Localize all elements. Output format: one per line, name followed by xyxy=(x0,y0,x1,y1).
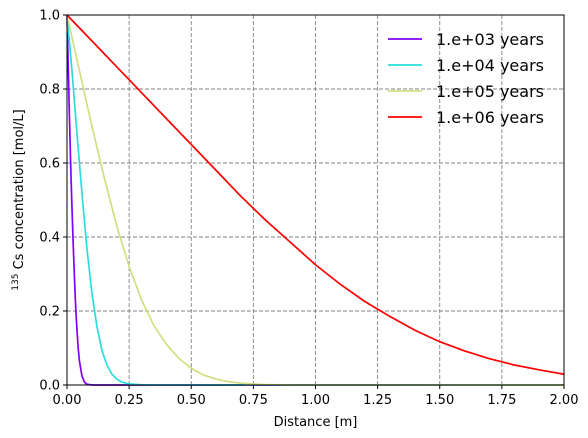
legend-label-1: 1.e+04 years xyxy=(436,56,544,75)
y-axis-label-superscript: 135 xyxy=(11,274,21,291)
y-axis-label-text: Cs concentration [mol/L] xyxy=(12,109,27,273)
x-tick-label: 2.00 xyxy=(550,393,579,408)
y-tick-label: 0.6 xyxy=(39,157,60,172)
series-line-0 xyxy=(66,14,564,386)
x-tick-label: 1.00 xyxy=(301,393,330,408)
series-line-2 xyxy=(66,14,565,386)
x-tick-label: 0.75 xyxy=(239,393,268,408)
grid xyxy=(67,15,564,385)
legend-label-2: 1.e+05 years xyxy=(436,82,544,101)
x-tick-label: 0.25 xyxy=(115,393,144,408)
x-tick-label: 1.25 xyxy=(363,393,392,408)
y-tick-label: 0.8 xyxy=(39,83,60,98)
series-line-1 xyxy=(66,14,565,386)
y-tick-label: 0.0 xyxy=(39,379,60,394)
y-tick-label: 1.0 xyxy=(39,9,60,24)
x-tick-label: 1.75 xyxy=(487,393,516,408)
x-axis-label: Distance [m] xyxy=(274,415,358,430)
x-tick-label: 0.50 xyxy=(177,393,206,408)
legend: 1.e+03 years 1.e+04 years 1.e+05 years 1.e+… xyxy=(388,30,544,127)
y-tick-label: 0.4 xyxy=(39,231,60,246)
series-lines xyxy=(66,14,565,386)
x-tick-label: 0.00 xyxy=(53,393,82,408)
y-tick-label: 0.2 xyxy=(39,305,60,320)
x-tick-label: 1.50 xyxy=(425,393,454,408)
series-line-3 xyxy=(66,14,565,376)
legend-label-3: 1.e+06 years xyxy=(436,108,544,127)
y-axis-label: 135 Cs concentration [mol/L] xyxy=(11,109,27,290)
axis-ticks: 0.00 0.25 0.50 0.75 1.00 1.25 1.50 1.75 2.00 0.0 0… xyxy=(39,9,578,409)
legend-label-0: 1.e+03 years xyxy=(436,30,544,49)
